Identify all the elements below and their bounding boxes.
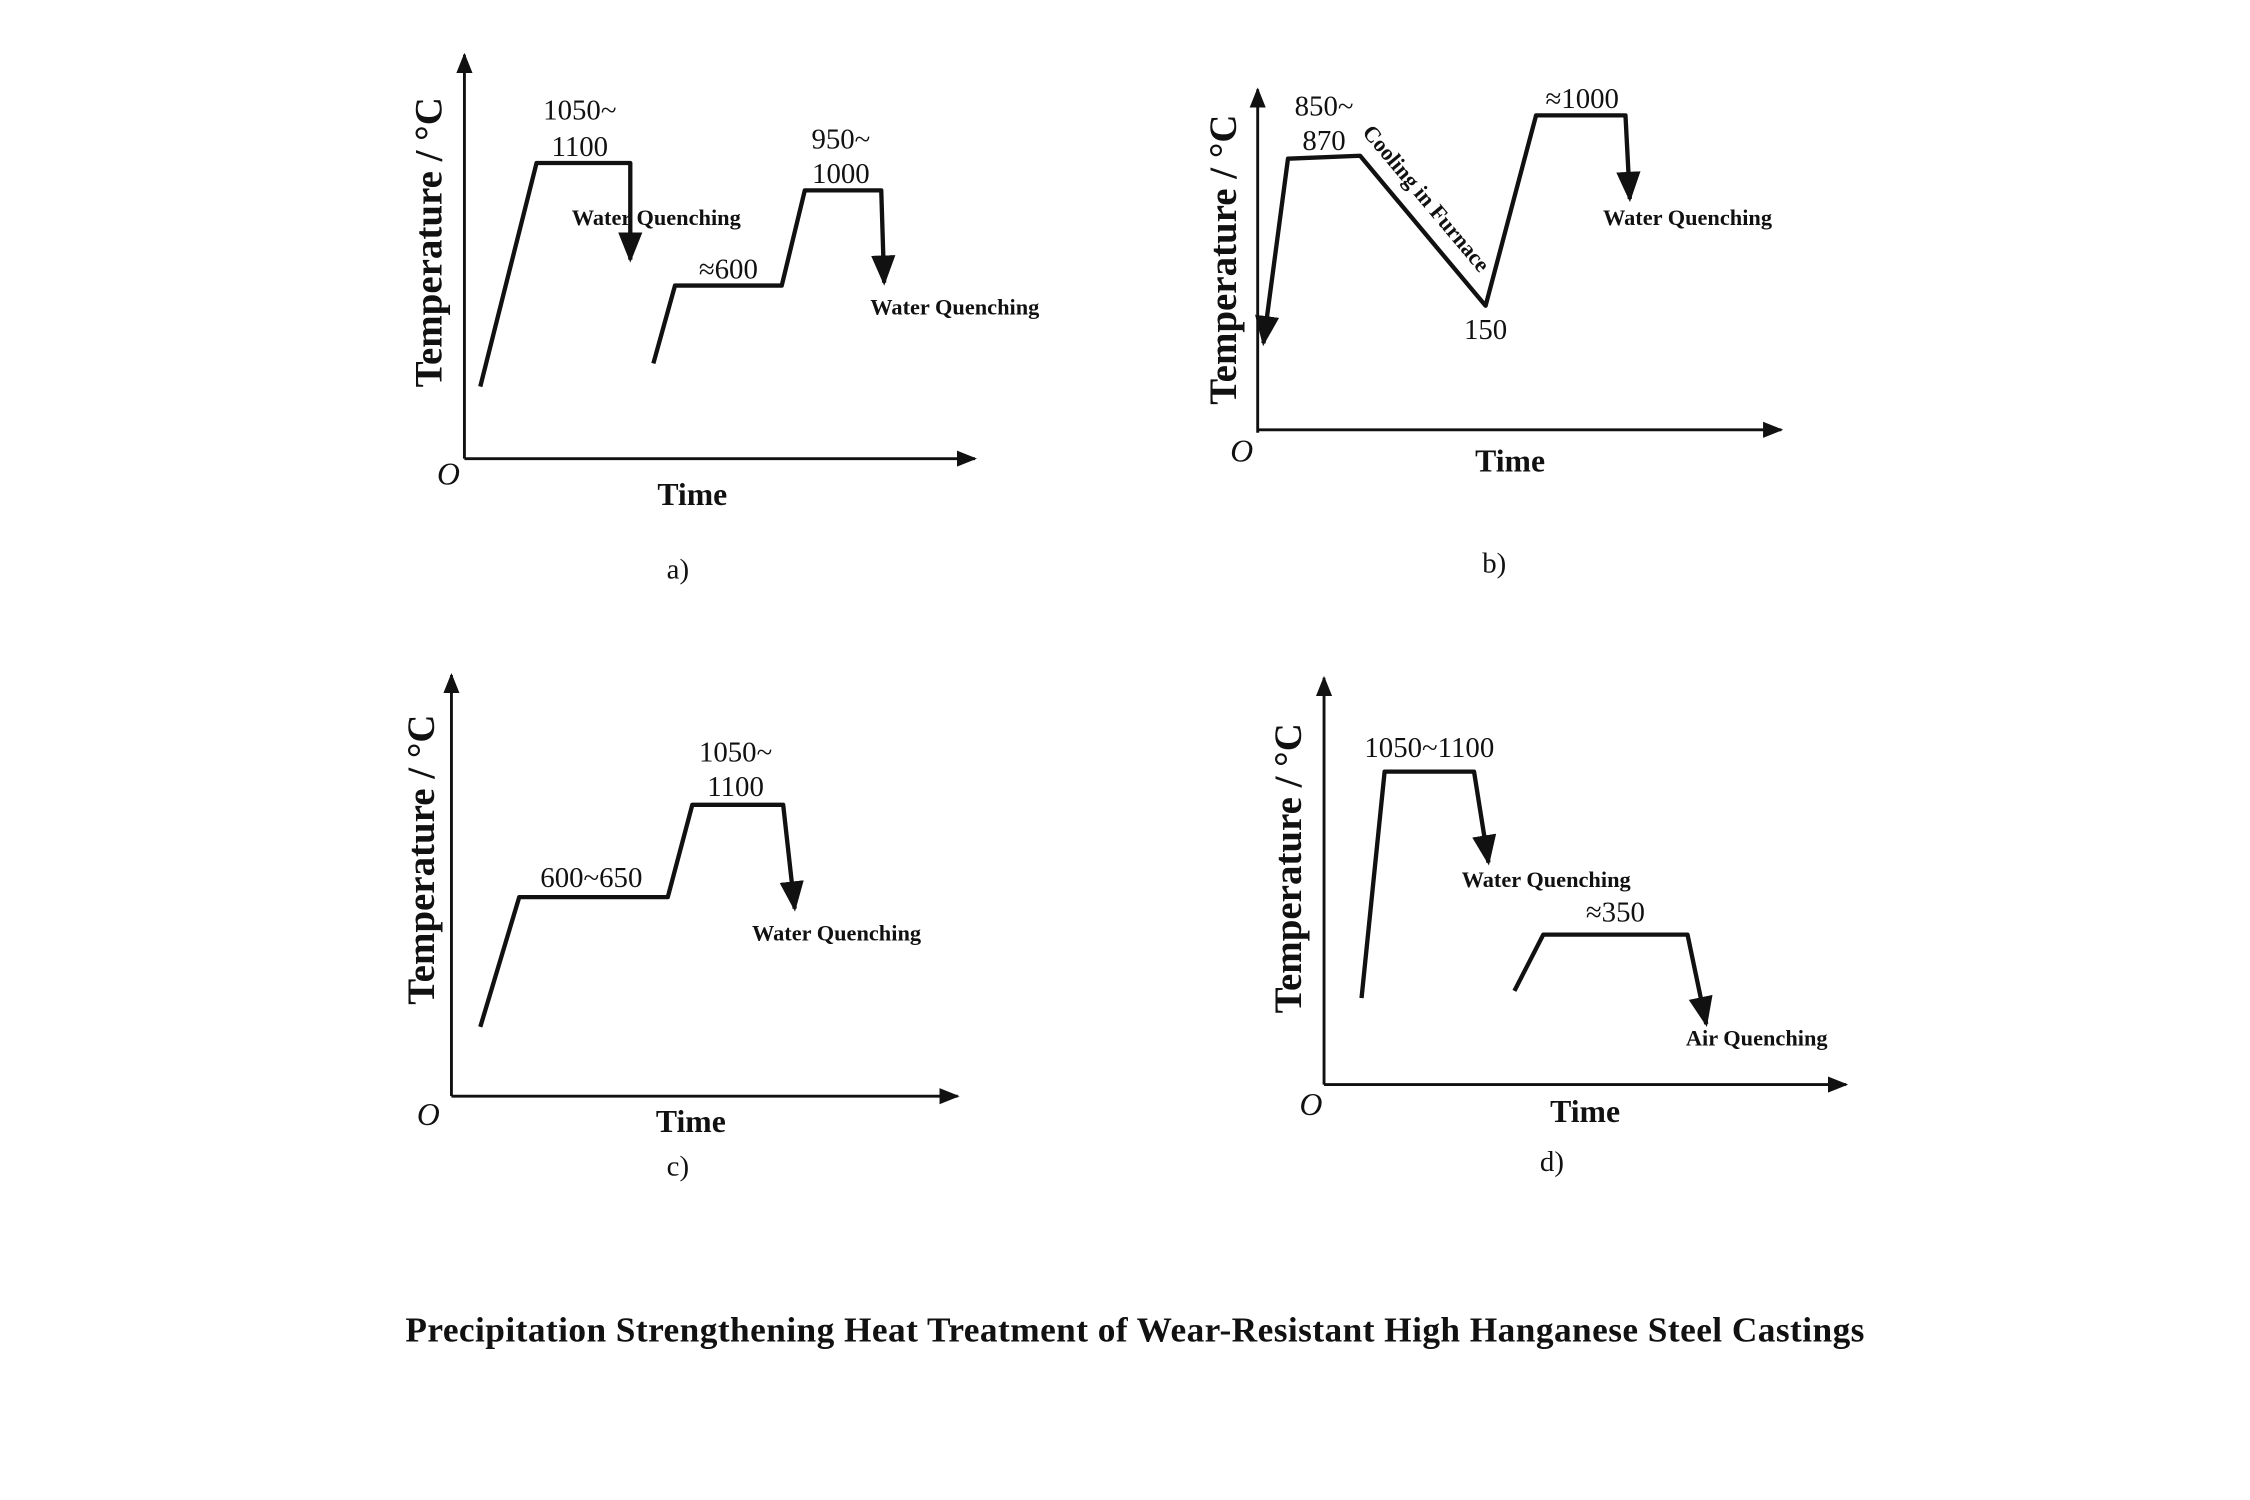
temp-label: 850~ <box>1295 90 1354 122</box>
temp-label: 1000 <box>812 158 870 190</box>
temp-label: ≈600 <box>699 253 758 285</box>
panel-c: 600~650 1050~ 1100 Water Quenching Tempe… <box>400 672 960 1182</box>
process-curve-1 <box>1359 769 1497 999</box>
panel-b: 850~ 870 Cooling in Furnace 150 ≈1000 Wa… <box>1202 83 1784 580</box>
origin-label: O <box>1230 434 1253 469</box>
temp-label: ≈350 <box>1586 897 1645 929</box>
panel-d: 1050~1100 Water Quenching ≈350 Air Quenc… <box>1267 675 1849 1178</box>
quench-label: Water Quenching <box>1462 867 1631 892</box>
origin-label: O <box>1300 1087 1323 1122</box>
y-axis-label: Temperature / °C <box>1202 114 1245 404</box>
process-curve <box>1255 113 1641 347</box>
temp-label: 1050~ <box>543 95 616 127</box>
temp-label: 1050~1100 <box>1364 732 1494 764</box>
temp-label: 1100 <box>707 771 764 803</box>
panel-a: 1050~ 1100 Water Quenching ≈600 950~ 100… <box>407 52 1039 585</box>
panel-label: a) <box>667 553 689 585</box>
x-axis-label: Time <box>656 1104 726 1139</box>
process-curve-1 <box>478 160 643 388</box>
quench-label: Water Quenching <box>572 205 741 230</box>
quench-label: Water Quenching <box>1603 205 1772 230</box>
origin-label: O <box>437 457 460 492</box>
origin-label: O <box>417 1097 440 1132</box>
x-axis-label: Time <box>1475 444 1545 479</box>
panel-label: c) <box>667 1150 689 1182</box>
figure-title: Precipitation Strengthening Heat Treatme… <box>405 1310 1865 1349</box>
temp-label: 870 <box>1302 125 1345 157</box>
process-curve <box>478 802 804 1028</box>
y-axis-label: Temperature / °C <box>1267 723 1310 1013</box>
temp-label: 600~650 <box>540 862 642 894</box>
process-curve-2 <box>1512 932 1713 1028</box>
quench-label: Water Quenching <box>870 294 1039 319</box>
temp-label: 950~ <box>811 124 870 156</box>
process-curve-2 <box>651 188 896 365</box>
temp-label: 1100 <box>552 131 609 163</box>
x-axis-label: Time <box>657 477 727 512</box>
quench-label: Water Quenching <box>752 920 921 945</box>
y-axis-label: Temperature / °C <box>400 714 443 1004</box>
panel-label: b) <box>1482 548 1506 580</box>
y-axis-label: Temperature / °C <box>407 97 450 387</box>
temp-label: ≈1000 <box>1545 83 1618 115</box>
cooling-label: Cooling in Furnace <box>1358 120 1495 277</box>
x-axis-label: Time <box>1550 1094 1620 1129</box>
temp-label: 150 <box>1464 314 1507 346</box>
temp-label: 1050~ <box>699 737 772 769</box>
quench-label: Air Quenching <box>1686 1026 1828 1051</box>
panel-label: d) <box>1540 1146 1564 1178</box>
